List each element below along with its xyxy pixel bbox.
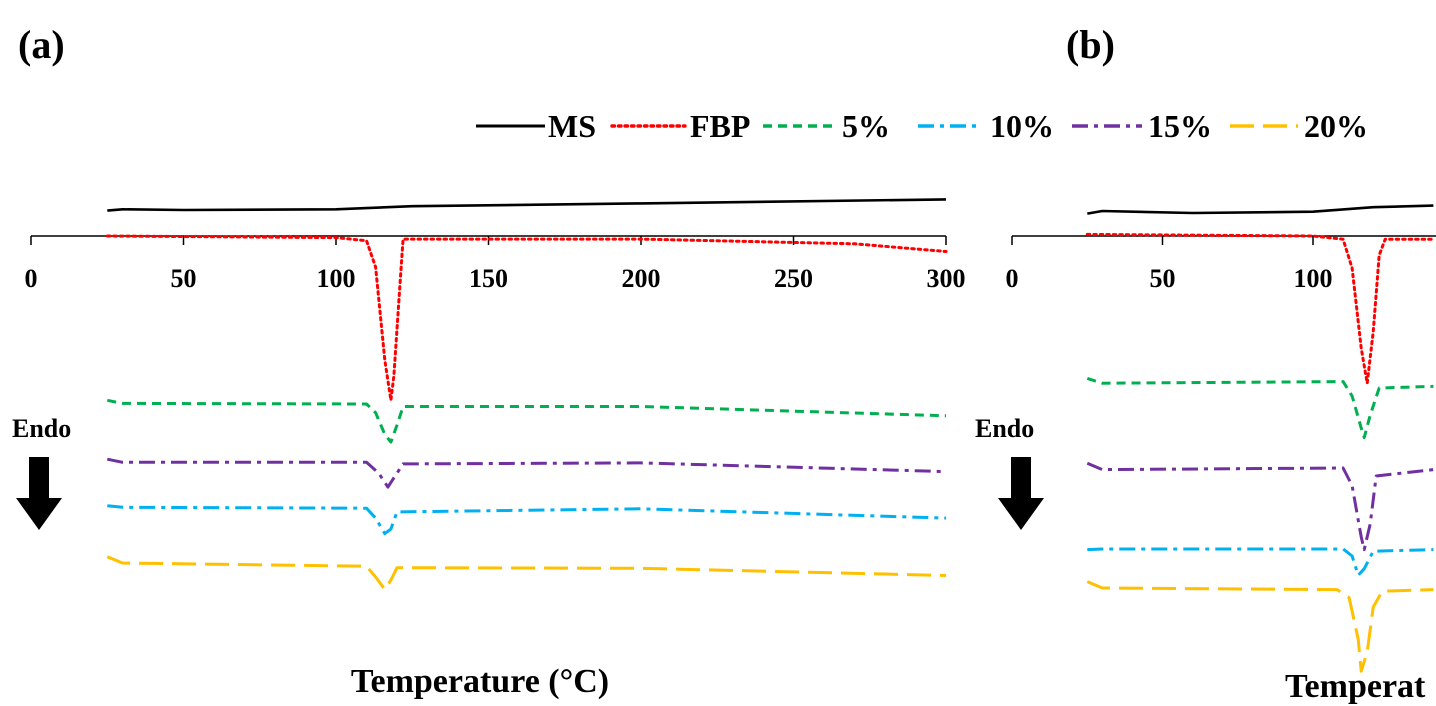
- legend-label-ms: MS: [548, 108, 596, 144]
- panel-b-plot: 0 50 100: [1006, 204, 1436, 673]
- panel-a-x-tick-label: 0: [25, 264, 38, 293]
- legend-label-p10: 10%: [990, 108, 1054, 144]
- panel-b-x-tick-label: 100: [1294, 264, 1333, 293]
- panel-a-plot: 0 50 100 150 200 250 300: [25, 198, 966, 591]
- panel-b-x-tick-label: 0: [1006, 264, 1019, 293]
- legend-label-p5: 5%: [842, 108, 890, 144]
- legend-label-p15: 15%: [1148, 108, 1212, 144]
- panel-b-series-fbp: [1085, 232, 1435, 385]
- panel-a-x-axis-title: Temperature (°C): [351, 663, 609, 700]
- panel-b-endo-arrow-icon: [998, 457, 1044, 530]
- panel-a-label: (a): [18, 22, 65, 67]
- panel-b: (b) Endo 0 50 100 Temperat: [975, 22, 1436, 705]
- panel-a-series-20pct: [106, 555, 947, 591]
- panel-b-series-10pct: [1087, 547, 1434, 577]
- panel-b-series-5pct: [1086, 376, 1434, 440]
- panel-b-x-axis-title: Temperat: [1285, 668, 1426, 705]
- panel-a-series-5pct: [107, 398, 947, 444]
- panel-a-x-tick-label: 300: [927, 264, 966, 293]
- panel-a-x-tick-label: 100: [317, 264, 356, 293]
- legend: MS FBP 5% 10% 15% 20%: [476, 108, 1368, 144]
- panel-a-x-tick-label: 250: [774, 264, 813, 293]
- panel-a-series-10pct: [107, 504, 947, 536]
- panel-b-series-ms: [1087, 204, 1434, 215]
- panel-a-series-15pct: [107, 457, 947, 489]
- panel-a-x-tick-label: 200: [622, 264, 661, 293]
- panel-a-endo-label: Endo: [12, 414, 71, 443]
- panel-b-x-tick-label: 50: [1150, 264, 1176, 293]
- panel-b-series-15pct: [1086, 461, 1434, 552]
- panel-a-series-fbp: [105, 234, 948, 402]
- panel-a-endo-arrow-icon: [16, 457, 62, 530]
- panel-a: (a) Endo 0 50 100 150 200 250 300 Temperature …: [12, 22, 966, 700]
- panel-b-endo-label: Endo: [975, 414, 1034, 443]
- panel-b-label: (b): [1066, 22, 1115, 67]
- legend-label-fbp: FBP: [690, 108, 750, 144]
- panel-a-series-ms: [107, 198, 947, 212]
- panel-a-x-tick-label: 50: [171, 264, 197, 293]
- legend-label-p20: 20%: [1304, 108, 1368, 144]
- panel-b-series-20pct: [1086, 580, 1434, 673]
- panel-a-x-tick-label: 150: [469, 264, 508, 293]
